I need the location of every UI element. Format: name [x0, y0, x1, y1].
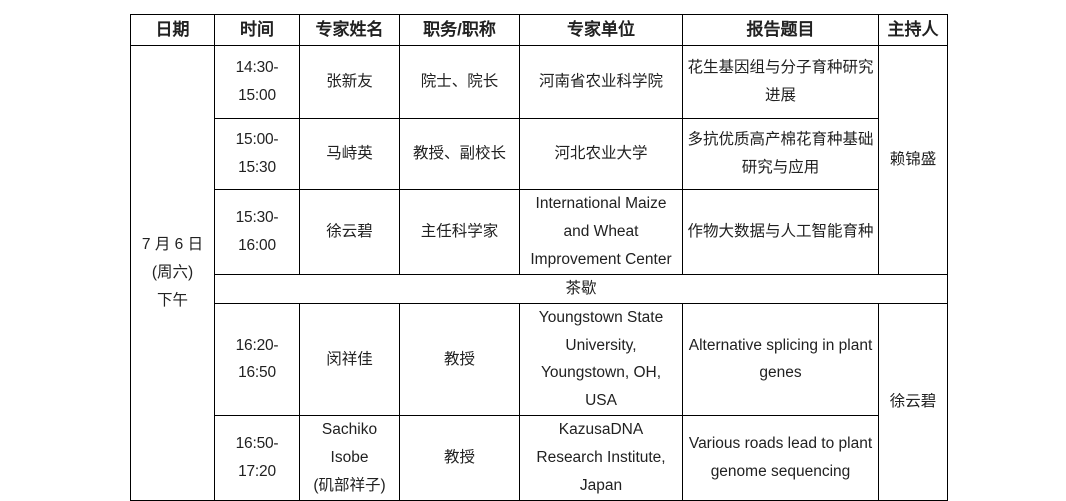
- position-cell: 院士、院长: [399, 45, 520, 119]
- break-row: 茶歇: [131, 273, 948, 304]
- speaker-name-cell: 徐云碧: [299, 189, 400, 275]
- talk-title-cell: 花生基因组与分子育种研究进展: [682, 45, 879, 119]
- talk-title-cell: 作物大数据与人工智能育种: [682, 189, 879, 275]
- time-cell: 16:20-16:50: [214, 302, 300, 417]
- affiliation-cell: International Maize and Wheat Improvemen…: [519, 189, 683, 275]
- speaker-name-cjk: (矶部祥子): [313, 477, 386, 495]
- time-cell: 16:50-17:20: [214, 415, 300, 501]
- header-talk-title: 报告题目: [682, 14, 879, 46]
- header-speaker-name: 专家姓名: [299, 14, 400, 46]
- speaker-name-latin: Sachiko Isobe: [321, 421, 378, 467]
- position-cell: 教授、副校长: [399, 118, 520, 190]
- talk-title-cell: 多抗优质高产棉花育种基础研究与应用: [682, 118, 879, 190]
- speaker-name-cell: 张新友: [299, 45, 400, 119]
- session-row: 16:20-16:50 闵祥佳 教授 Youngstown State Univ…: [131, 302, 948, 501]
- header-position: 职务/职称: [399, 14, 520, 46]
- position-cell: 主任科学家: [399, 189, 520, 275]
- talk-title-cell: Various roads lead to plant genome seque…: [682, 415, 879, 501]
- header-host: 主持人: [878, 14, 948, 46]
- time-cell: 15:00-15:30: [214, 118, 300, 190]
- affiliation-cell: 河北农业大学: [519, 118, 683, 190]
- header-time: 时间: [214, 14, 300, 46]
- date-cell: 7 月 6 日 (周六) 下午: [130, 45, 215, 501]
- header-date: 日期: [130, 14, 215, 46]
- header-row: 日期 时间 专家姓名 职务/职称 专家单位 报告题目 主持人: [130, 14, 948, 46]
- session-row: 16:50-17:20 Sachiko Isobe (矶部祥子) 教授 Kazu…: [131, 415, 948, 501]
- speaker-name-cell: 闵祥佳: [299, 302, 400, 417]
- host-cell: 赖锦盛: [878, 45, 948, 275]
- speaker-name-cell: 马峙英: [299, 118, 400, 190]
- time-cell: 14:30-15:00: [214, 45, 300, 119]
- speaker-name-cell: Sachiko Isobe (矶部祥子): [299, 415, 400, 501]
- time-cell: 15:30-16:00: [214, 189, 300, 275]
- conference-schedule-table: 日期 时间 专家姓名 职务/职称 专家单位 报告题目 主持人 7 月 6 日 (…: [130, 14, 948, 501]
- affiliation-cell: Youngstown State University, Youngstown,…: [519, 302, 683, 417]
- session-row: 7 月 6 日 (周六) 下午 14:30-15:00 张新友 院士、院长 河南…: [130, 45, 948, 501]
- session-row: 15:00-15:30 马峙英 教授、副校长 河北农业大学 多抗优质高产棉花育种…: [131, 118, 948, 190]
- affiliation-cell: KazusaDNA Research Institute, Japan: [519, 415, 683, 501]
- session-row: 15:30-16:00 徐云碧 主任科学家 International Maiz…: [131, 189, 948, 275]
- header-affiliation: 专家单位: [519, 14, 683, 46]
- host-cell: 徐云碧: [878, 302, 948, 501]
- position-cell: 教授: [399, 415, 520, 501]
- schedule-page: 日期 时间 专家姓名 职务/职称 专家单位 报告题目 主持人 7 月 6 日 (…: [130, 14, 948, 501]
- affiliation-cell: 河南省农业科学院: [519, 45, 683, 119]
- tea-break-cell: 茶歇: [214, 273, 948, 304]
- position-cell: 教授: [399, 302, 520, 417]
- talk-title-cell: Alternative splicing in plant genes: [682, 302, 879, 417]
